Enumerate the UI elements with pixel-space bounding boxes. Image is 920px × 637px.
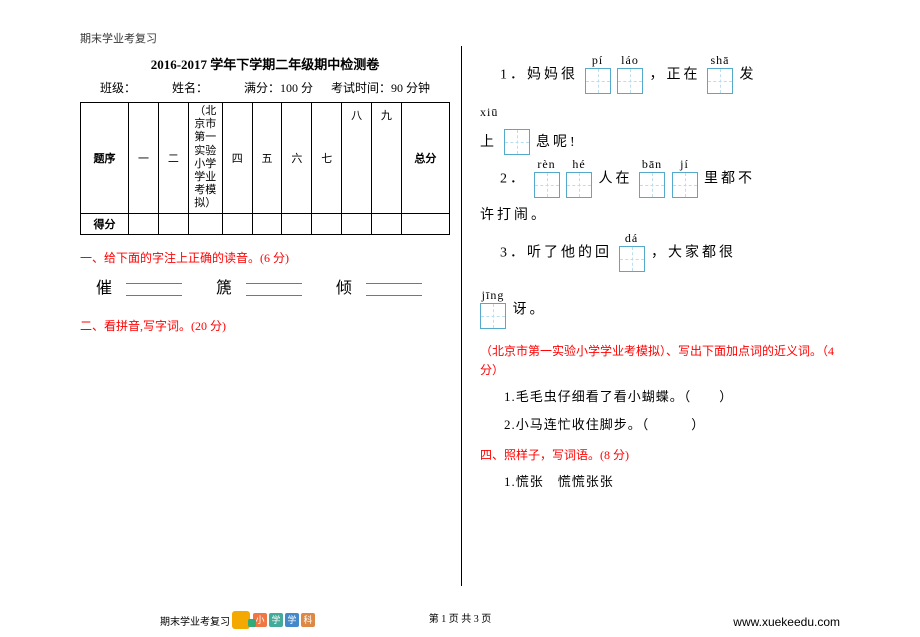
blank-line [126,277,182,301]
right-column: 1．妈妈很 pí láo ，正在 shā 发 xiū 上 息呢! 2． rèn … [460,54,840,503]
q3b: jīng 讶。 [480,289,840,332]
footer-brand-pre: 期末学业考复习 [160,613,230,628]
q2-p1: rèn [534,158,560,170]
name-label: 姓名： [172,81,208,95]
col-9: 九 [372,103,402,214]
q1b-p4: xiū [480,106,498,118]
q2-p4: jí [672,158,698,170]
footer-url: www.xuekeedu.com [733,615,840,629]
exam-meta: 班级： 姓名： 满分：100 分 考试时间：90 分钟 [80,79,450,96]
col-6: 六 [282,103,312,214]
s1-head: 一、给下面的字注上正确的读音。(6 分) [80,249,450,268]
q2-p2: hé [566,158,592,170]
col-1: 一 [129,103,159,214]
score-table: 题序 一 二 （北京市第一实验小学学业考模拟） 四 五 六 七 八 九 总分 得… [80,102,450,235]
q1-p1: pí [585,54,611,66]
q1b-pre: 上 [480,135,497,150]
blank-line [246,277,302,301]
q2-pre: 2． [500,172,527,187]
q2-line2: 许打闹。 [480,201,840,232]
brand-text: 小 学 学 科 [252,613,316,627]
q1-after: 发 [740,68,757,83]
col-3: （北京市第一实验小学学业考模拟） [188,103,222,214]
q3-pre: 3．听了他的回 [500,246,612,261]
s3-i2: 2.小马连忙收住脚步。（ ） [504,414,840,436]
q1-p3: shā [707,54,733,66]
exam-title: 2016-2017 学年下学期二年级期中检测卷 [80,54,450,73]
s3-head: （北京市第一实验小学学业考模拟）、写出下面加点词的近义词。（4分） [480,342,840,380]
section-4: 四、照样子，写词语。(8 分) 1.慌张 慌慌张张 [480,446,840,493]
q1-pre: 1．妈妈很 [500,68,578,83]
class-label: 班级： [100,81,136,95]
blank-line [366,277,422,301]
q3b-after: 讶。 [513,302,547,317]
col-5: 五 [252,103,282,214]
s4-i1: 1.慌张 慌慌张张 [504,471,840,493]
s3-i1: 1.毛毛虫仔细看了看小蝴蝶。（ ） [504,386,840,408]
col-8: 八 [342,103,372,214]
columns: 2016-2017 学年下学期二年级期中检测卷 班级： 姓名： 满分：100 分… [80,54,840,503]
full-label: 满分：100 分 [244,81,313,95]
s4-head: 四、照样子，写词语。(8 分) [480,446,840,465]
col-4: 四 [222,103,252,214]
q1b: xiū 上 息呢! [480,97,840,159]
s1-chars: 催 篪 倾 [96,276,450,302]
brand-logo-icon [232,611,250,629]
page: 期末学业考复习 2016-2017 学年下学期二年级期中检测卷 班级： 姓名： … [0,0,920,637]
char-1: 催 [96,280,116,297]
score-label: 得分 [81,213,129,234]
s2-head: 二、看拼音,写字词。(20 分) [80,317,450,336]
q1-p2: láo [617,54,643,66]
col-total: 总分 [401,103,449,214]
q1-mid: ，正在 [650,68,701,83]
section-2: 二、看拼音,写字词。(20 分) [80,317,450,336]
time-label: 考试时间：90 分钟 [331,81,430,95]
q3-p1: dá [619,232,645,244]
q3: 3．听了他的回 dá ，大家都很 [500,232,840,275]
header-label: 期末学业考复习 [80,30,840,46]
q2-p3: bān [639,158,665,170]
left-column: 2016-2017 学年下学期二年级期中检测卷 班级： 姓名： 满分：100 分… [80,54,460,503]
q2-mid: 人在 [599,172,633,187]
q2-after: 里都不 [704,172,755,187]
col-2: 二 [158,103,188,214]
char-2: 篪 [216,280,236,297]
col-7: 七 [312,103,342,214]
q3b-p1: jīng [480,289,506,301]
q1: 1．妈妈很 pí láo ，正在 shā 发 [500,54,840,97]
footer-brand: 期末学业考复习 小 学 学 科 [160,611,316,629]
section-1: 一、给下面的字注上正确的读音。(6 分) 催 篪 倾 [80,249,450,302]
section-3: （北京市第一实验小学学业考模拟）、写出下面加点词的近义词。（4分） 1.毛毛虫仔… [480,342,840,437]
q3-after: ，大家都很 [651,246,736,261]
q1b-after: 息呢! [536,135,578,150]
q2: 2． rèn hé 人在 bān jí 里都不 [500,158,840,201]
char-3: 倾 [336,280,356,297]
row-label: 题序 [81,103,129,214]
